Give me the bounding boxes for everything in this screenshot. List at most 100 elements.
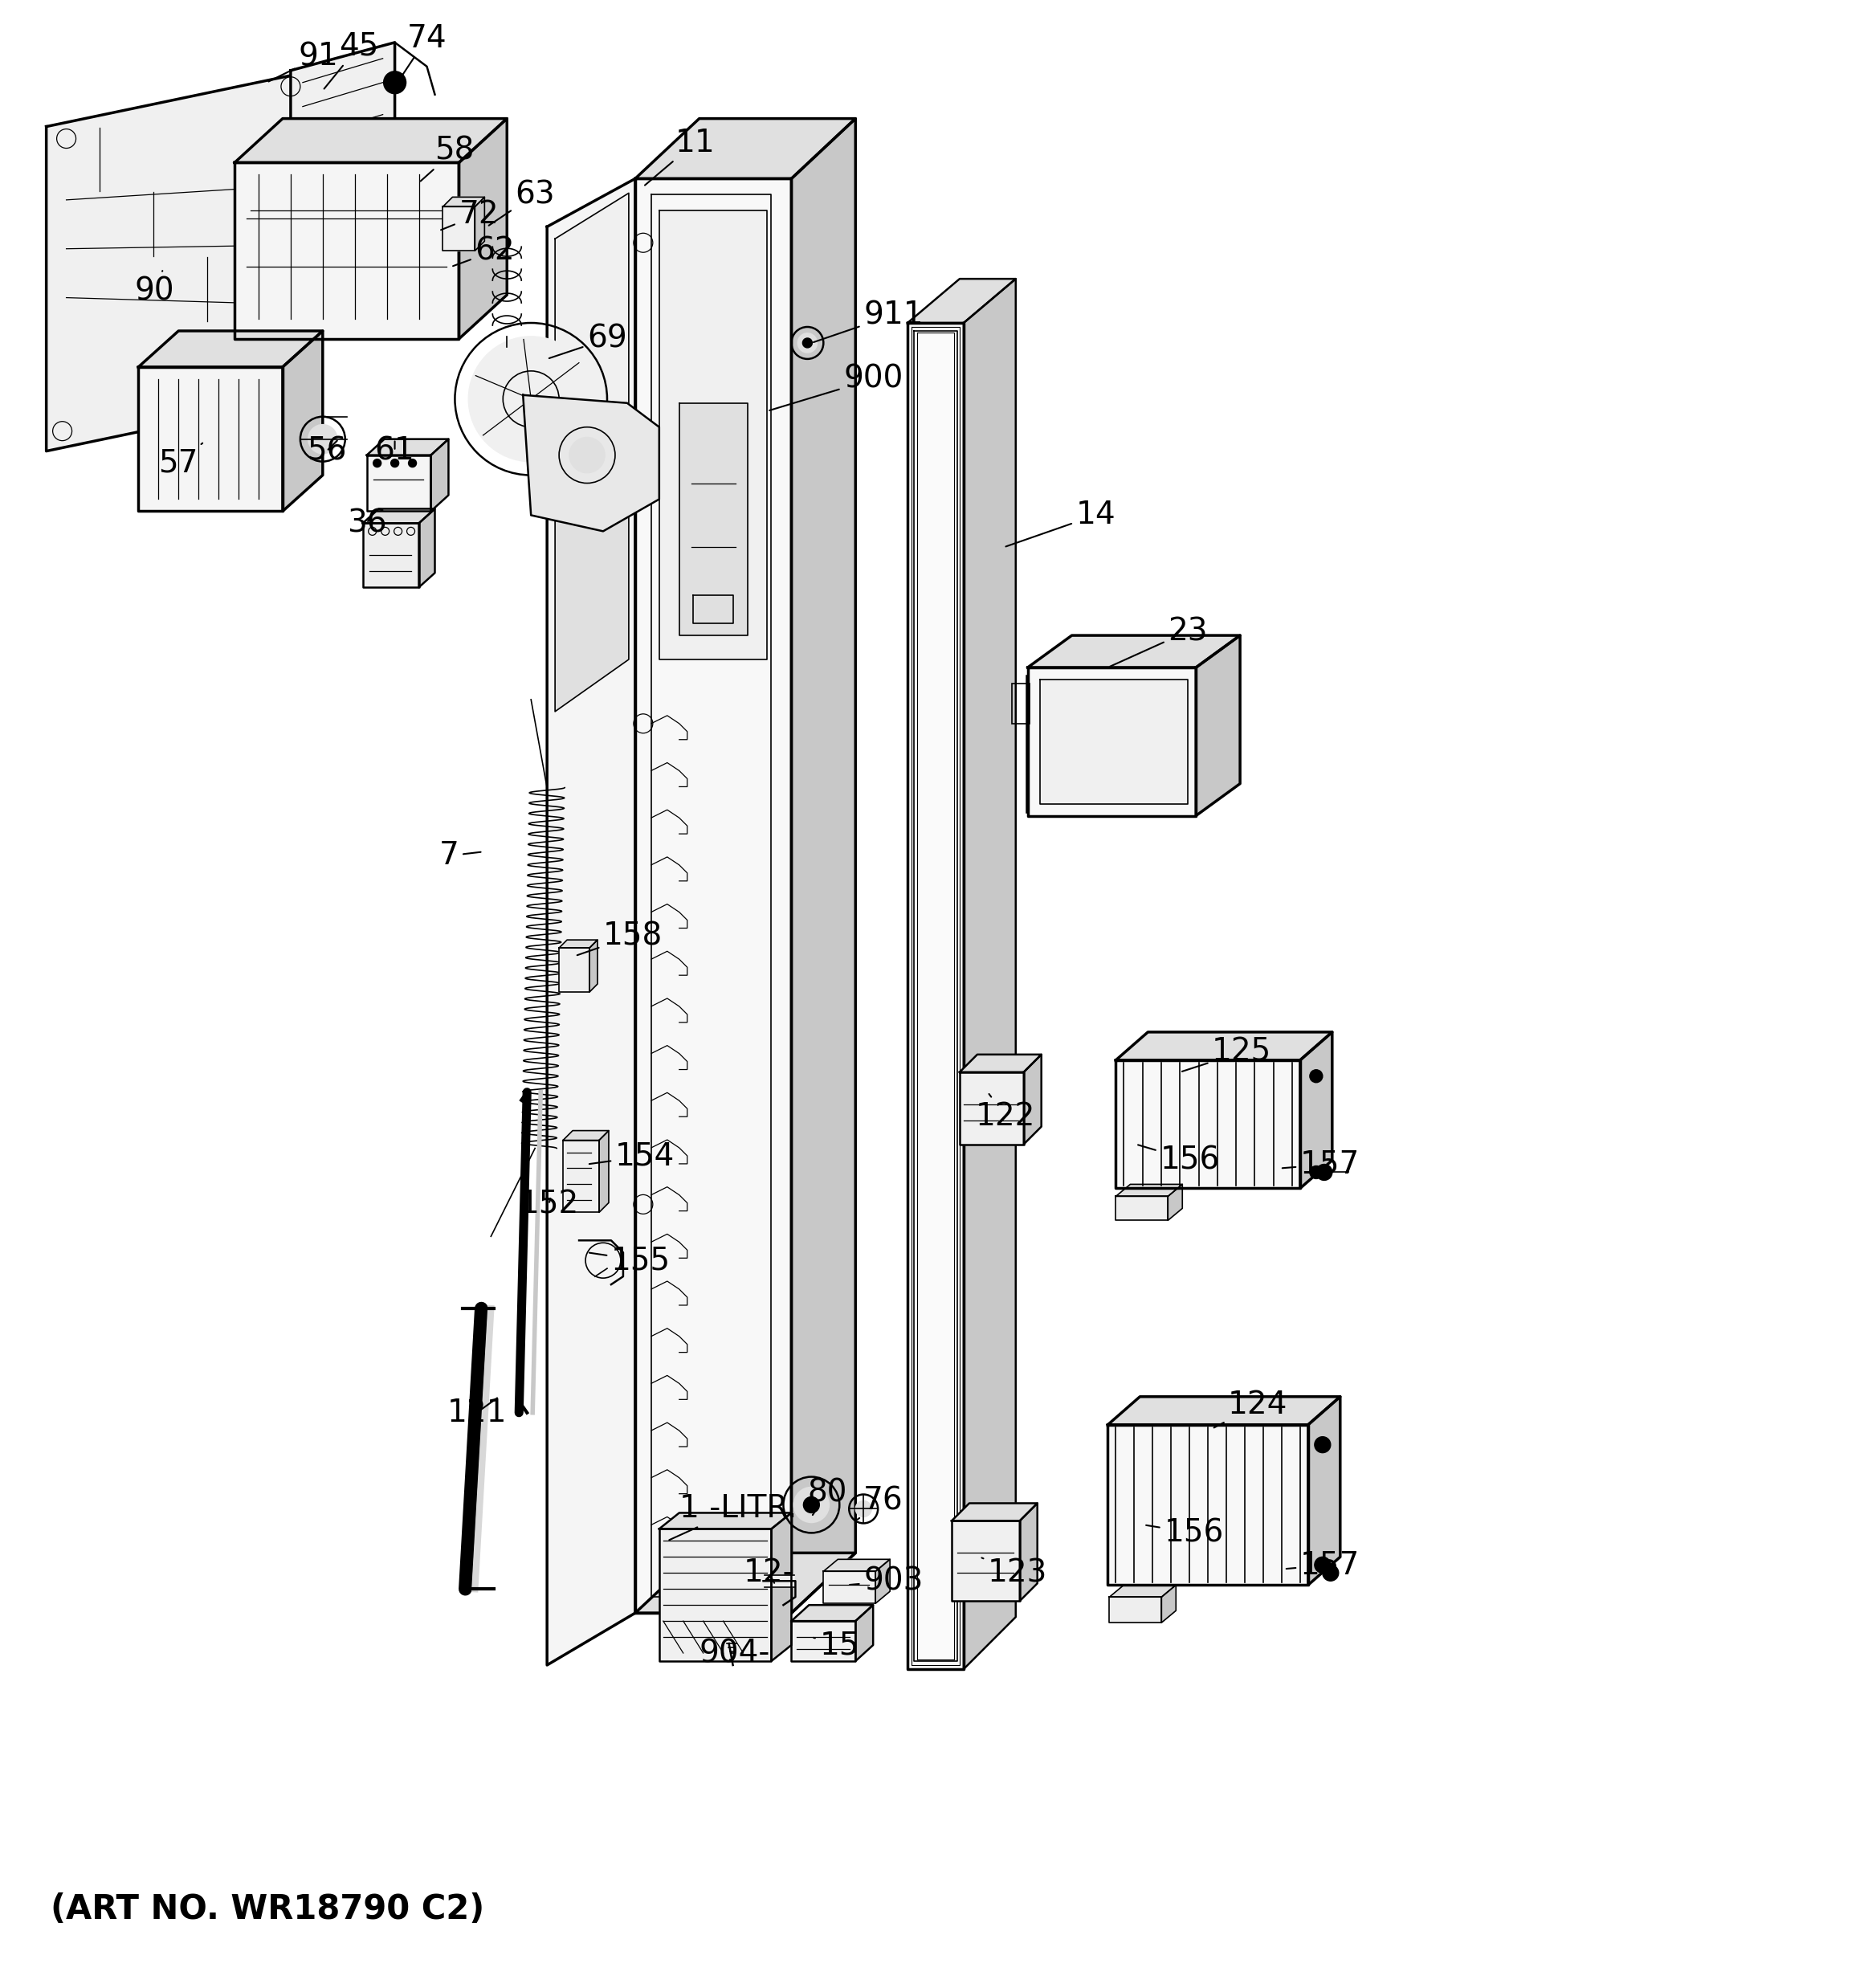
Text: 904-: 904-	[699, 1638, 770, 1668]
Polygon shape	[47, 70, 314, 451]
Text: 76: 76	[857, 1485, 904, 1519]
Circle shape	[1317, 1165, 1332, 1181]
Circle shape	[383, 72, 405, 93]
Polygon shape	[559, 940, 598, 948]
Polygon shape	[680, 404, 747, 636]
Circle shape	[469, 336, 594, 461]
Polygon shape	[291, 42, 394, 191]
Text: 36: 36	[347, 509, 387, 539]
Text: 7: 7	[439, 841, 480, 871]
Text: 74: 74	[396, 24, 446, 85]
Polygon shape	[366, 439, 448, 455]
Polygon shape	[659, 1529, 771, 1662]
Text: 156: 156	[1147, 1517, 1224, 1549]
Polygon shape	[635, 179, 792, 1612]
Polygon shape	[418, 509, 435, 586]
Polygon shape	[1115, 1032, 1332, 1060]
Polygon shape	[635, 1553, 856, 1612]
Text: 903: 903	[850, 1567, 923, 1596]
Circle shape	[1323, 1565, 1339, 1580]
Circle shape	[803, 338, 813, 348]
Polygon shape	[460, 119, 506, 338]
Text: 57: 57	[159, 443, 202, 479]
Polygon shape	[362, 523, 418, 586]
Polygon shape	[547, 179, 635, 1666]
Circle shape	[1315, 1557, 1330, 1573]
Polygon shape	[443, 207, 474, 250]
Text: 157: 157	[1281, 1149, 1360, 1179]
Circle shape	[374, 459, 381, 467]
Polygon shape	[1110, 1596, 1162, 1622]
Polygon shape	[235, 163, 460, 338]
Text: 90: 90	[134, 270, 174, 306]
Text: 124: 124	[1214, 1390, 1287, 1427]
Polygon shape	[600, 1131, 609, 1213]
Polygon shape	[856, 1604, 872, 1662]
Polygon shape	[951, 1503, 1037, 1521]
Text: 69: 69	[549, 324, 628, 358]
Text: 122: 122	[975, 1093, 1035, 1131]
Bar	[764, 1574, 794, 1586]
Polygon shape	[635, 119, 856, 179]
Polygon shape	[960, 1072, 1024, 1145]
Text: 11: 11	[644, 127, 715, 185]
Circle shape	[803, 1497, 820, 1513]
Polygon shape	[876, 1559, 889, 1604]
Polygon shape	[1020, 1503, 1037, 1600]
Polygon shape	[960, 1054, 1040, 1072]
Polygon shape	[1115, 1197, 1168, 1221]
Polygon shape	[562, 1141, 600, 1213]
Polygon shape	[523, 396, 659, 531]
Text: 58: 58	[420, 135, 474, 181]
Text: 157: 157	[1287, 1551, 1360, 1580]
Polygon shape	[555, 193, 630, 491]
Polygon shape	[908, 322, 964, 1670]
Polygon shape	[559, 948, 590, 992]
Polygon shape	[235, 119, 506, 163]
Polygon shape	[474, 197, 484, 250]
Text: 1 -LITR.: 1 -LITR.	[669, 1493, 798, 1541]
Polygon shape	[1196, 636, 1240, 815]
Text: 154: 154	[588, 1141, 674, 1171]
Polygon shape	[908, 278, 1016, 322]
Circle shape	[856, 1501, 872, 1517]
Polygon shape	[1027, 636, 1240, 668]
Polygon shape	[138, 368, 282, 511]
Text: 91: 91	[269, 42, 338, 82]
Polygon shape	[792, 1620, 856, 1662]
Text: 12-: 12-	[743, 1559, 794, 1588]
Text: 23: 23	[1110, 616, 1209, 666]
Text: 61: 61	[375, 435, 415, 467]
Text: 900: 900	[770, 364, 904, 410]
Polygon shape	[1168, 1185, 1182, 1221]
Polygon shape	[282, 330, 323, 511]
Text: 121: 121	[446, 1398, 506, 1427]
Polygon shape	[432, 439, 448, 511]
Polygon shape	[443, 197, 484, 207]
Text: 156: 156	[1138, 1145, 1220, 1175]
Text: 56: 56	[306, 435, 346, 467]
Polygon shape	[792, 119, 856, 1612]
Polygon shape	[693, 594, 732, 624]
Polygon shape	[555, 467, 630, 712]
Polygon shape	[824, 1571, 876, 1604]
Text: 63: 63	[489, 179, 555, 225]
Text: 123: 123	[983, 1559, 1048, 1588]
Polygon shape	[1108, 1398, 1339, 1425]
Text: 62: 62	[452, 235, 516, 266]
Circle shape	[1315, 1437, 1330, 1453]
Polygon shape	[951, 1521, 1020, 1600]
Polygon shape	[1115, 1060, 1300, 1189]
Circle shape	[794, 1487, 829, 1523]
Text: 45: 45	[325, 32, 379, 89]
Polygon shape	[562, 1131, 609, 1141]
Text: (ART NO. WR18790 C2): (ART NO. WR18790 C2)	[50, 1893, 484, 1926]
Circle shape	[308, 425, 336, 453]
Polygon shape	[964, 278, 1016, 1670]
Circle shape	[1309, 1165, 1323, 1179]
Polygon shape	[366, 455, 432, 511]
Text: 80: 80	[807, 1477, 848, 1515]
Polygon shape	[824, 1559, 889, 1571]
Text: 155: 155	[588, 1244, 671, 1276]
Text: 72: 72	[441, 199, 499, 231]
